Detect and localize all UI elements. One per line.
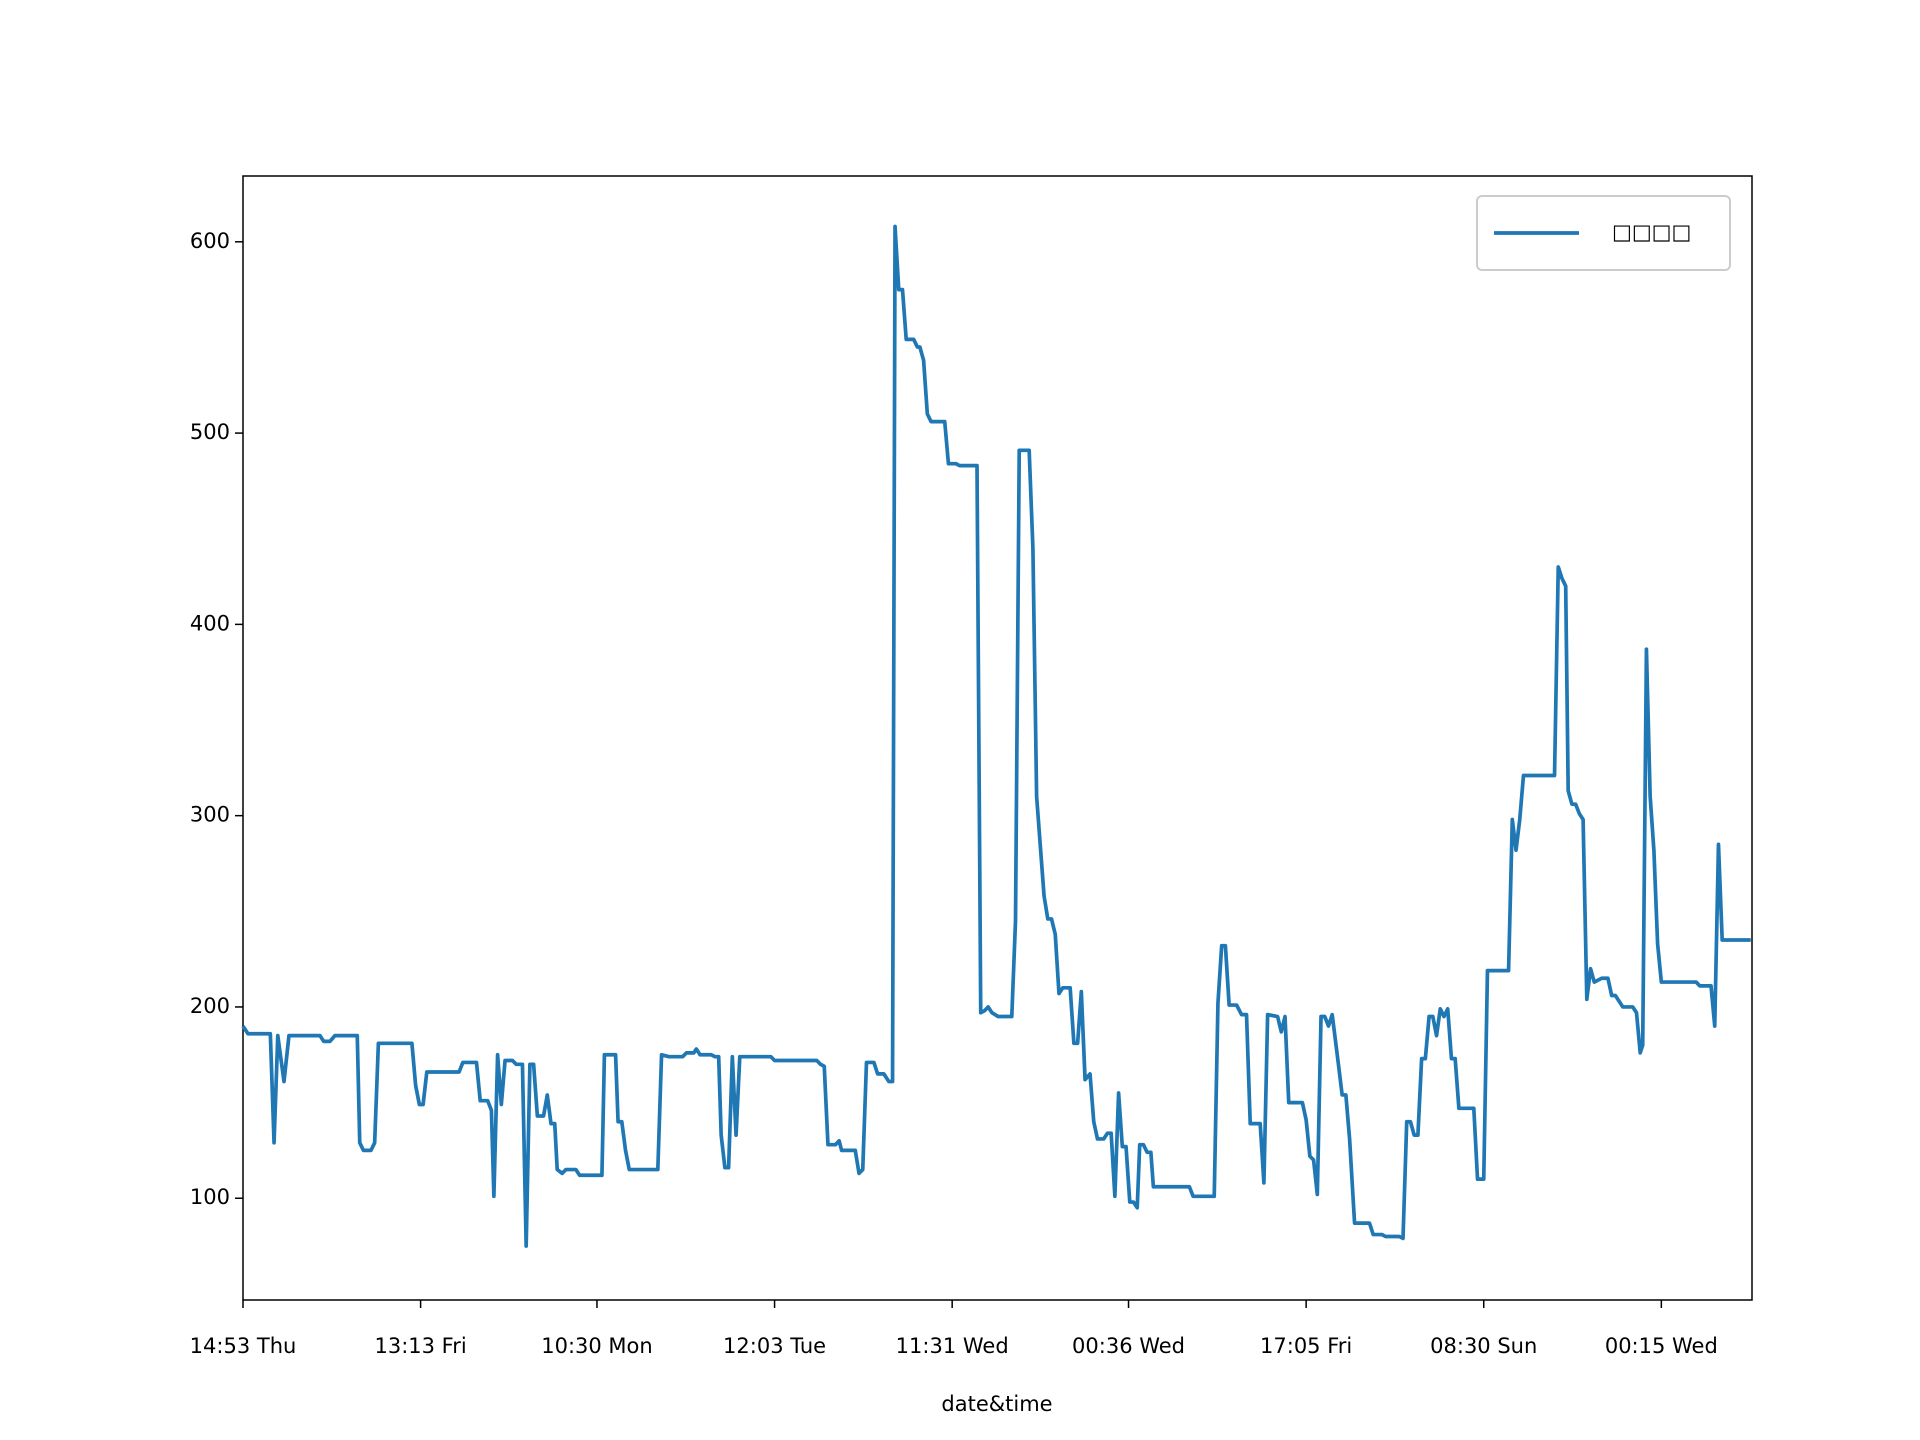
- y-tick-label: 100: [190, 1185, 230, 1209]
- y-tick-label: 400: [190, 611, 230, 635]
- x-tick-label: 00:36 Wed: [1072, 1334, 1185, 1358]
- y-tick-label: 200: [190, 994, 230, 1018]
- data-line: [241, 224, 1751, 1248]
- x-tick-label: 08:30 Sun: [1430, 1334, 1537, 1358]
- x-tick-label: 10:30 Mon: [541, 1334, 652, 1358]
- x-tick-label: 12:03 Tue: [723, 1334, 826, 1358]
- x-tick-label: 00:15 Wed: [1605, 1334, 1718, 1358]
- y-tick-label: 500: [190, 420, 230, 444]
- x-tick-label: 13:13 Fri: [374, 1334, 466, 1358]
- y-tick-label: 300: [190, 803, 230, 827]
- x-tick-label: 11:31 Wed: [896, 1334, 1009, 1358]
- y-tick-label: 600: [190, 229, 230, 253]
- x-axis-label: date&time: [941, 1392, 1052, 1416]
- legend-label: □□□□: [1612, 220, 1691, 244]
- x-tick-label: 17:05 Fri: [1260, 1334, 1352, 1358]
- legend-box: [1476, 195, 1731, 271]
- plot-frame: [242, 175, 1753, 1301]
- x-tick-label: 14:53 Thu: [190, 1334, 297, 1358]
